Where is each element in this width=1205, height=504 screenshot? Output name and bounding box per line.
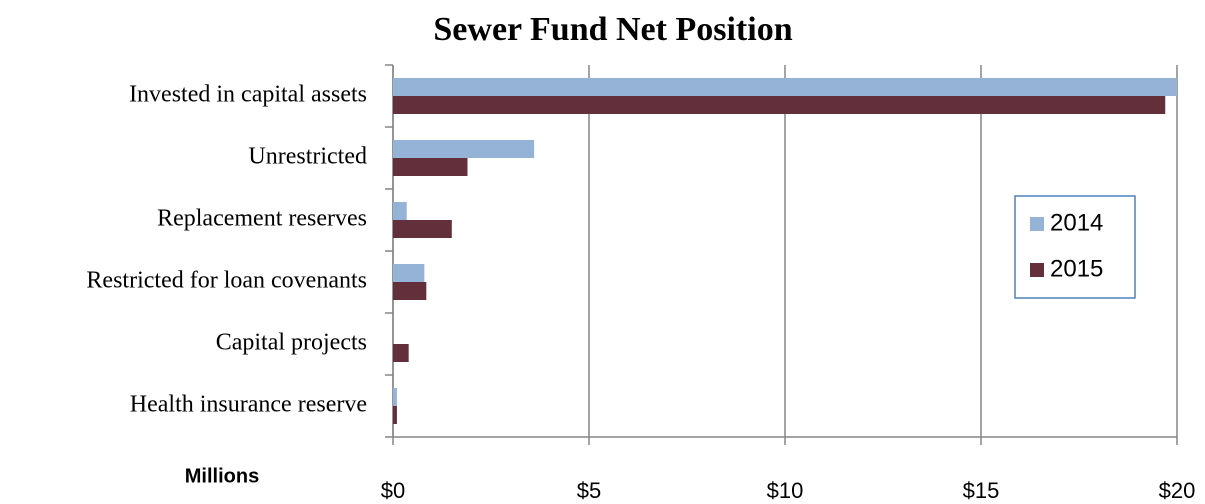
bar — [393, 140, 535, 158]
bar — [393, 344, 409, 362]
bar — [393, 96, 1166, 114]
y-tick-label: Restricted for loan covenants — [86, 268, 367, 294]
legend-label: 2015 — [1050, 255, 1103, 282]
y-tick-label: Invested in capital assets — [129, 82, 367, 108]
bar — [393, 282, 427, 300]
y-tick-label: Capital projects — [216, 330, 367, 356]
y-tick-label: Health insurance reserve — [130, 392, 367, 418]
legend-swatch — [1030, 217, 1044, 231]
x-tick-label: $10 — [767, 478, 804, 503]
bar — [393, 264, 425, 282]
chart-title: Sewer Fund Net Position — [433, 11, 792, 48]
bar — [393, 78, 1177, 96]
bar — [393, 220, 452, 238]
x-tick-label: $20 — [1159, 478, 1196, 503]
bar — [393, 202, 407, 220]
x-tick-label: $0 — [381, 478, 405, 503]
bar — [393, 158, 468, 176]
y-tick-label: Unrestricted — [248, 144, 367, 170]
x-tick-label: $5 — [577, 478, 601, 503]
bar — [393, 406, 397, 424]
legend-label: 2014 — [1050, 209, 1103, 236]
legend-box — [1014, 195, 1136, 299]
x-tick-label: $15 — [963, 478, 1000, 503]
legend-swatch — [1030, 263, 1044, 277]
y-tick-label: Replacement reserves — [157, 206, 367, 232]
bar — [393, 388, 397, 406]
x-axis-label: Millions — [185, 465, 259, 487]
